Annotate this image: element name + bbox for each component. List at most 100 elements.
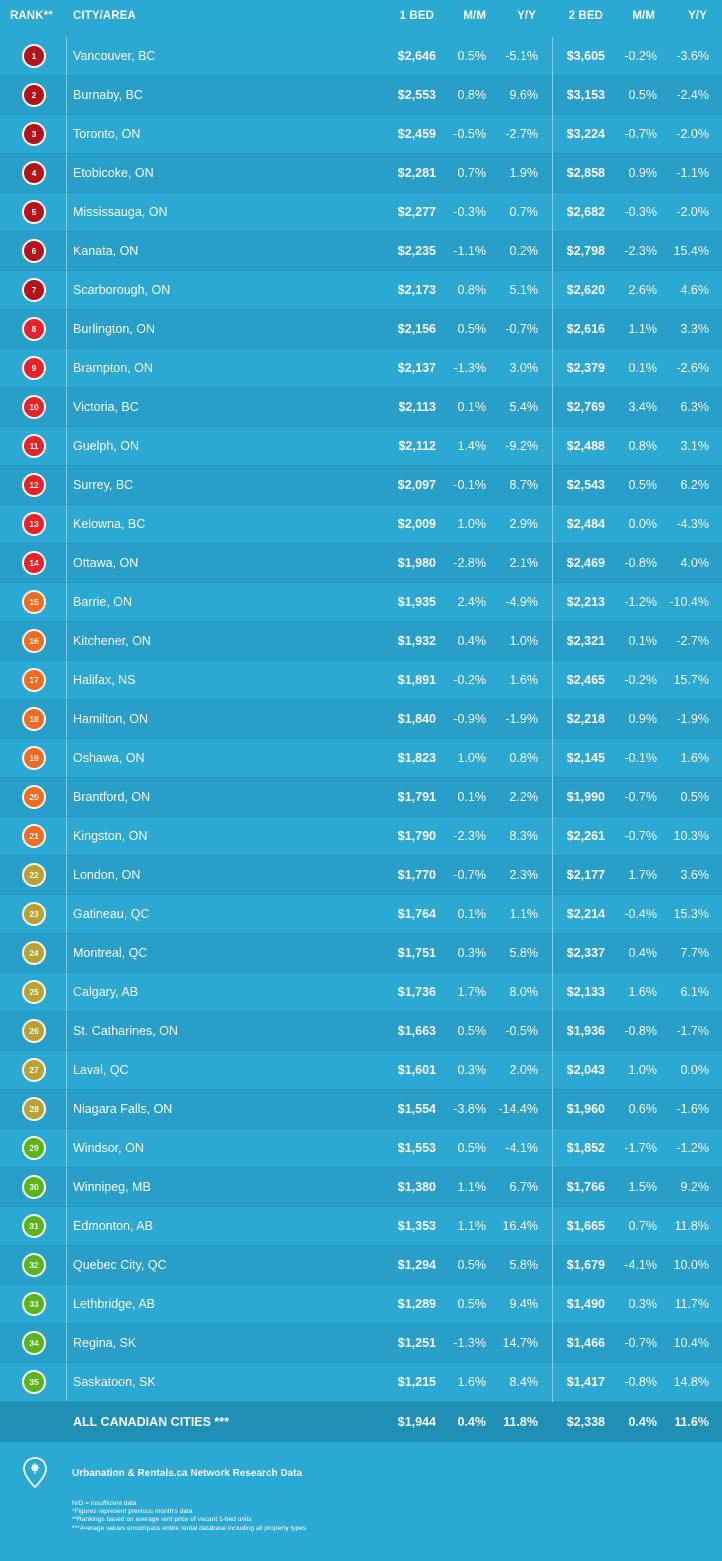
two-bed-mm-change: 1.0%: [628, 1063, 658, 1077]
two-bed-rent: $2,321: [566, 634, 605, 648]
city-name: Kelowna, BC: [73, 517, 146, 531]
column-divider: [552, 544, 553, 583]
column-divider: [552, 1012, 553, 1051]
two-bed-mm-change: 3.4%: [628, 400, 658, 414]
table-body: 1 Vancouver, BC $2,646 0.5% -5.1% $3,605 -0.2%…: [0, 37, 722, 1402]
one-bed-rent: $1,980: [397, 556, 436, 570]
table-row: 7 Scarborough, ON $2,173 0.8% 5.1% $2,620 2.6%…: [0, 271, 722, 310]
two-bed-mm-change: 0.1%: [628, 361, 658, 375]
column-divider: [552, 1090, 553, 1129]
one-bed-rent: $1,353: [397, 1219, 436, 1233]
two-bed-yy-change: 4.0%: [680, 556, 710, 570]
rank-cell: 33: [1, 1285, 67, 1323]
city-name: St. Catharines, ON: [73, 1024, 178, 1038]
city-name: Kitchener, ON: [73, 634, 151, 648]
rank-badge: 4: [22, 161, 46, 185]
one-bed-rent: $2,235: [397, 244, 436, 258]
one-bed-mm-change: 0.5%: [457, 49, 487, 63]
rank-badge: 25: [22, 980, 46, 1004]
city-name: Kingston, ON: [73, 829, 148, 843]
rank-cell: 1: [1, 37, 67, 75]
one-bed-mm-change: 0.5%: [457, 1258, 487, 1272]
two-bed-yy-change: -3.6%: [676, 49, 709, 63]
column-divider: [552, 271, 553, 310]
two-bed-yy-change: -2.4%: [676, 88, 709, 102]
city-name: Windsor, ON: [73, 1141, 144, 1155]
column-divider: [552, 505, 553, 544]
one-bed-mm-change: 1.1%: [457, 1219, 487, 1233]
rank-badge: 7: [22, 278, 46, 302]
one-bed-mm-change: -0.3%: [453, 205, 486, 219]
table-row: 27 Laval, QC $1,601 0.3% 2.0% $2,043 1.0% 0.0%: [0, 1051, 722, 1090]
rank-badge: 2: [22, 83, 46, 107]
two-bed-yy-change: -2.0%: [676, 127, 709, 141]
column-divider: [552, 466, 553, 505]
source-credit: Urbanation & Rentals.ca Network Research…: [72, 1468, 303, 1479]
one-bed-yy-change: -14.4%: [498, 1102, 538, 1116]
two-bed-rent: $2,177: [566, 868, 605, 882]
rank-cell: 12: [1, 466, 67, 504]
table-row: 14 Ottawa, ON $1,980 -2.8% 2.1% $2,469 -0.8% 4.…: [0, 544, 722, 583]
total-2-bed: $2,338: [566, 1415, 605, 1429]
one-bed-yy-change: 2.2%: [509, 790, 539, 804]
table-row: 35 Saskatoon, SK $1,215 1.6% 8.4% $1,417 -0.8%…: [0, 1363, 722, 1402]
one-bed-rent: $1,251: [397, 1336, 436, 1350]
one-bed-mm-change: 1.4%: [457, 439, 487, 453]
two-bed-yy-change: 6.1%: [680, 985, 710, 999]
footnote: **Rankings based on average rent price o…: [72, 1516, 252, 1524]
two-bed-mm-change: -0.2%: [624, 49, 657, 63]
rank-badge: 11: [22, 434, 46, 458]
one-bed-yy-change: 8.4%: [509, 1375, 539, 1389]
header-city: CITY/AREA: [73, 10, 136, 22]
one-bed-yy-change: 0.2%: [509, 244, 539, 258]
city-name: Saskatoon, SK: [73, 1375, 156, 1389]
rank-cell: 11: [1, 427, 67, 465]
two-bed-yy-change: 1.6%: [680, 751, 710, 765]
rank-cell: 25: [1, 973, 67, 1011]
column-divider: [552, 895, 553, 934]
one-bed-yy-change: 5.4%: [509, 400, 539, 414]
two-bed-mm-change: -0.8%: [624, 1375, 657, 1389]
one-bed-rent: $2,553: [397, 88, 436, 102]
column-divider: [552, 973, 553, 1012]
one-bed-mm-change: -0.1%: [453, 478, 486, 492]
two-bed-yy-change: 11.7%: [674, 1297, 709, 1311]
two-bed-yy-change: 14.8%: [673, 1375, 709, 1389]
city-name: Halifax, NS: [73, 673, 136, 687]
table-row: 32 Quebec City, QC $1,294 0.5% 5.8% $1,679 -4.…: [0, 1246, 722, 1285]
column-divider: [552, 1363, 553, 1402]
two-bed-rent: $1,466: [566, 1336, 605, 1350]
rank-badge: 23: [22, 902, 46, 926]
rank-badge: 29: [22, 1136, 46, 1160]
table-row: 6 Kanata, ON $2,235 -1.1% 0.2% $2,798 -2.3% 15.…: [0, 232, 722, 271]
two-bed-rent: $1,852: [566, 1141, 605, 1155]
one-bed-rent: $2,281: [397, 166, 436, 180]
two-bed-yy-change: 10.3%: [673, 829, 709, 843]
table-row: 15 Barrie, ON $1,935 2.4% -4.9% $2,213 -1.2% -1…: [0, 583, 722, 622]
rank-badge: 33: [22, 1292, 46, 1316]
rank-badge: 19: [22, 746, 46, 770]
one-bed-yy-change: 5.1%: [509, 283, 539, 297]
column-divider: [552, 193, 553, 232]
two-bed-mm-change: -0.7%: [624, 1336, 657, 1350]
table-row: 10 Victoria, BC $2,113 0.1% 5.4% $2,769 3.4% 6.…: [0, 388, 722, 427]
column-divider: [552, 622, 553, 661]
two-bed-rent: $2,469: [566, 556, 605, 570]
one-bed-yy-change: -1.9%: [505, 712, 538, 726]
rank-cell: 35: [1, 1363, 67, 1401]
rank-cell: 23: [1, 895, 67, 933]
two-bed-rent: $2,798: [566, 244, 605, 258]
one-bed-yy-change: 2.3%: [509, 868, 539, 882]
one-bed-yy-change: -2.7%: [505, 127, 538, 141]
column-divider: [552, 1207, 553, 1246]
header-mm-1: M/M: [463, 10, 486, 22]
one-bed-yy-change: 14.7%: [502, 1336, 538, 1350]
one-bed-yy-change: 5.8%: [509, 1258, 539, 1272]
rank-badge: 31: [22, 1214, 46, 1238]
two-bed-rent: $2,488: [566, 439, 605, 453]
table-row: 30 Winnipeg, MB $1,380 1.1% 6.7% $1,766 1.5% 9.…: [0, 1168, 722, 1207]
table-row: 13 Kelowna, BC $2,009 1.0% 2.9% $2,484 0.0% -4.…: [0, 505, 722, 544]
one-bed-yy-change: 1.0%: [509, 634, 539, 648]
one-bed-yy-change: 3.0%: [509, 361, 539, 375]
column-divider: [552, 700, 553, 739]
